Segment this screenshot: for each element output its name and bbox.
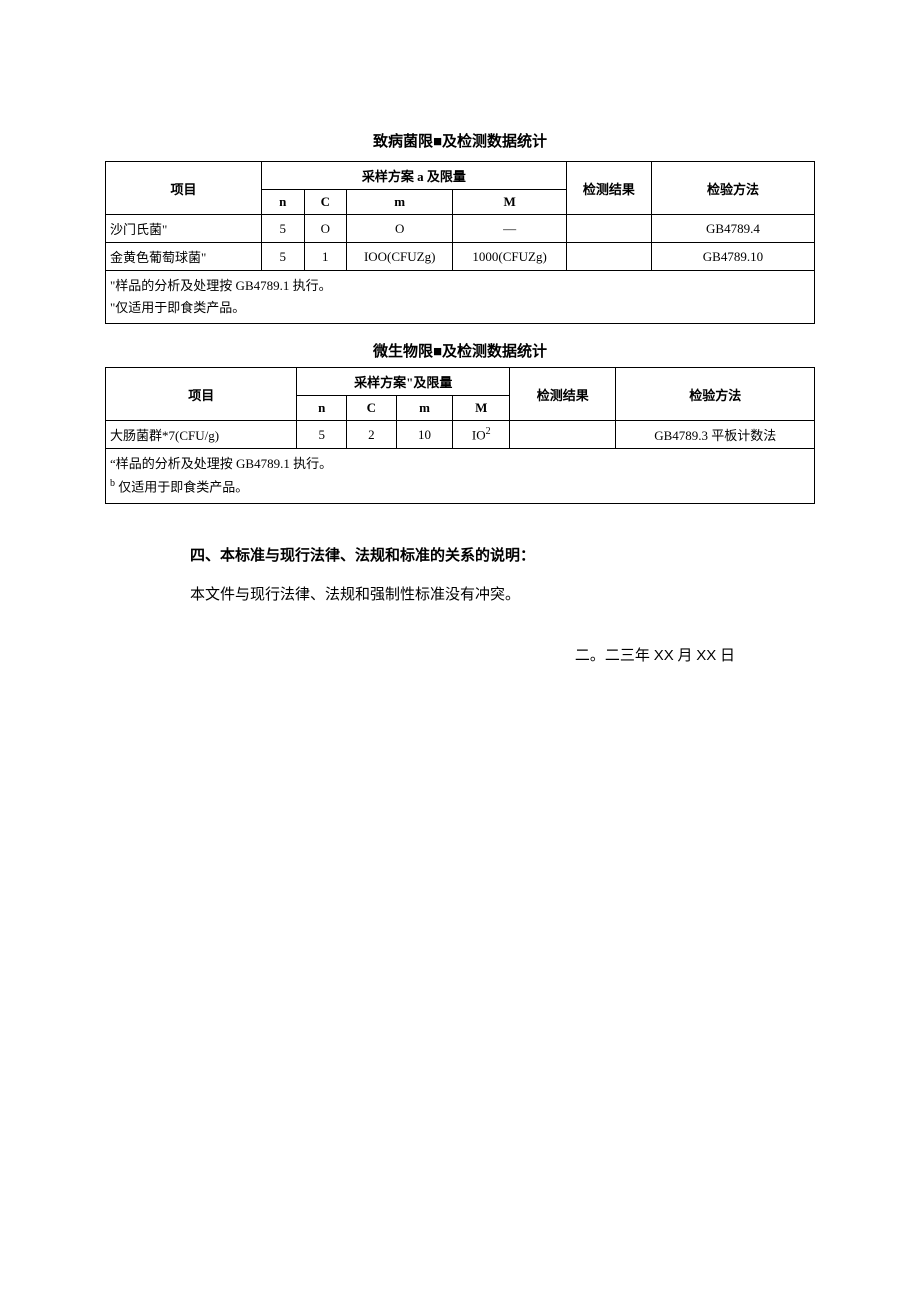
t1-h-c: C [304,190,347,215]
t1-h-m: m [347,190,453,215]
t2-r0-item: 大肠菌群*7(CFU/g) [106,421,297,449]
t1-r1-c: 1 [304,243,347,271]
table-row: 金黄色葡萄球菌" 5 1 IOO(CFUZg) 1000(CFUZg) GB47… [106,243,815,271]
t2-r0-result [510,421,616,449]
t2-r0-c: 2 [347,421,397,449]
t1-r1-n: 5 [261,243,304,271]
t2-note2-text: 仅适用于即食类产品。 [115,480,248,495]
t1-r0-m: O [347,215,453,243]
t2-h-plan: 采样方案"及限量 [297,368,510,396]
t1-h-M: M [453,190,566,215]
t1-r1-item: 金黄色葡萄球菌" [106,243,262,271]
t1-notes: "样品的分析及处理按 GB4789.1 执行。 "仅适用于即食类产品。 [106,271,815,324]
t2-h-m: m [396,396,453,421]
t1-h-plan: 采样方案 a 及限量 [261,162,566,190]
t2-r0-M: IO2 [453,421,510,449]
t1-note2: "仅适用于即食类产品。 [110,297,810,319]
t1-h-item: 项目 [106,162,262,215]
t2-h-method: 检验方法 [616,368,815,421]
t2-r0-method: GB4789.3 平板计数法 [616,421,815,449]
t2-h-M: M [453,396,510,421]
date-xx1: XX [654,647,674,664]
microorganism-limit-table: 项目 采样方案"及限量 检测结果 检验方法 n C m M 大肠菌群*7(CFU… [105,367,815,504]
date-part3: 日 [716,648,735,664]
t2-r0-n: 5 [297,421,347,449]
t1-note1: "样品的分析及处理按 GB4789.1 执行。 [110,275,810,297]
t1-r0-M: — [453,215,566,243]
t2-h-n: n [297,396,347,421]
t1-r0-method: GB4789.4 [651,215,814,243]
t2-h-result: 检测结果 [510,368,616,421]
t1-r1-M: 1000(CFUZg) [453,243,566,271]
t2-h-item: 项目 [106,368,297,421]
t2-note1: “样品的分析及处理按 GB4789.1 执行。 [110,453,810,475]
t2-h-c: C [347,396,397,421]
table-row: 大肠菌群*7(CFU/g) 5 2 10 IO2 GB4789.3 平板计数法 [106,421,815,449]
table1-title: 致病菌限■及检测数据统计 [105,130,815,151]
t2-notes: “样品的分析及处理按 GB4789.1 执行。 b 仅适用于即食类产品。 [106,449,815,504]
pathogen-limit-table: 项目 采样方案 a 及限量 检测结果 检验方法 n C m M 沙门氏菌" 5 … [105,161,815,324]
t1-r0-c: O [304,215,347,243]
t1-r1-method: GB4789.10 [651,243,814,271]
date-part1: 二。二三年 [575,648,654,664]
table-row: 沙门氏菌" 5 O O — GB4789.4 [106,215,815,243]
t1-r0-result [566,215,651,243]
date-xx2: XX [696,647,716,664]
t1-r0-item: 沙门氏菌" [106,215,262,243]
table2-title: 微生物限■及检测数据统计 [105,340,815,361]
t1-h-n: n [261,190,304,215]
date-part2: 月 [674,648,697,664]
t1-h-result: 检测结果 [566,162,651,215]
t1-r1-m: IOO(CFUZg) [347,243,453,271]
t1-r0-n: 5 [261,215,304,243]
date-line: 二。二三年 XX 月 XX 日 [190,644,755,665]
t1-h-method: 检验方法 [651,162,814,215]
t2-note2: b 仅适用于即食类产品。 [110,475,810,498]
section-four-heading: 四、本标准与现行法律、法规和标准的关系的说明： [190,544,755,565]
t2-r0-m: 10 [396,421,453,449]
section-four-body: 本文件与现行法律、法规和强制性标准没有冲突。 [190,583,755,604]
t1-r1-result [566,243,651,271]
